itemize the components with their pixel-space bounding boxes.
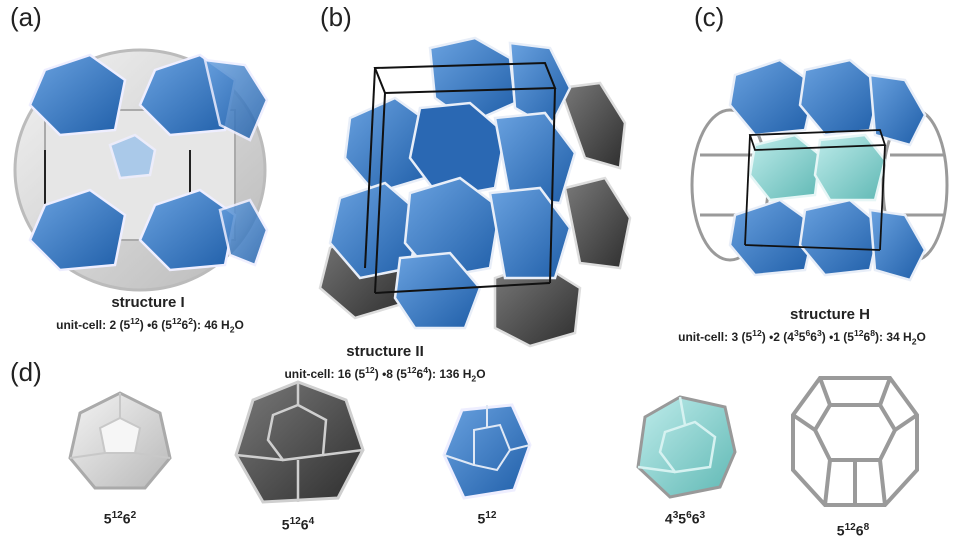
blue-dodecahedra <box>28 53 269 272</box>
cage-label-4-3-5-6-6-3: 435663 <box>664 510 706 527</box>
unit-cell-frame <box>364 61 557 294</box>
panel-label-d: (d) <box>10 357 42 387</box>
panel-label-c: (c) <box>694 2 725 32</box>
cage-5-12-illustration <box>442 403 532 500</box>
blue-cage-cluster <box>328 36 577 330</box>
structure-h-title: structure H <box>789 306 871 323</box>
unit-cell-frame <box>744 129 887 251</box>
cage-5-12-6-2-illustration <box>68 391 172 490</box>
blue-cage-layer <box>728 58 927 282</box>
structure-i-formula: unit-cell: 2 (512) •6 (51262): 46 H2O <box>56 316 244 335</box>
structure-h-illustration <box>690 58 949 282</box>
cage-4-3-5-6-6-3-illustration <box>636 395 737 499</box>
panel-label-b: (b) <box>320 2 352 32</box>
dark-cage-cluster <box>318 81 632 348</box>
cage-label-5-12: 512 <box>477 510 497 527</box>
cyan-cage-layer <box>748 133 887 202</box>
panel-label-a: (a) <box>10 2 42 32</box>
structure-ii-illustration <box>318 36 632 348</box>
cage-label-5-12-6-2: 51262 <box>103 510 137 527</box>
structure-ii-title: structure II <box>346 343 424 360</box>
structure-i-illustration <box>13 48 269 292</box>
cage-5-12-6-8-illustration <box>791 376 919 507</box>
cage-label-5-12-6-4: 51264 <box>281 516 315 533</box>
structure-h-formula: unit-cell: 3 (512) •2 (435663) •1 (51268… <box>678 328 926 347</box>
structure-ii-formula: unit-cell: 16 (512) •8 (51264): 136 H2O <box>284 365 486 384</box>
cage-label-5-12-6-8: 51268 <box>836 522 870 539</box>
structure-i-title: structure I <box>111 294 185 311</box>
cage-5-12-6-4-illustration <box>234 380 365 504</box>
